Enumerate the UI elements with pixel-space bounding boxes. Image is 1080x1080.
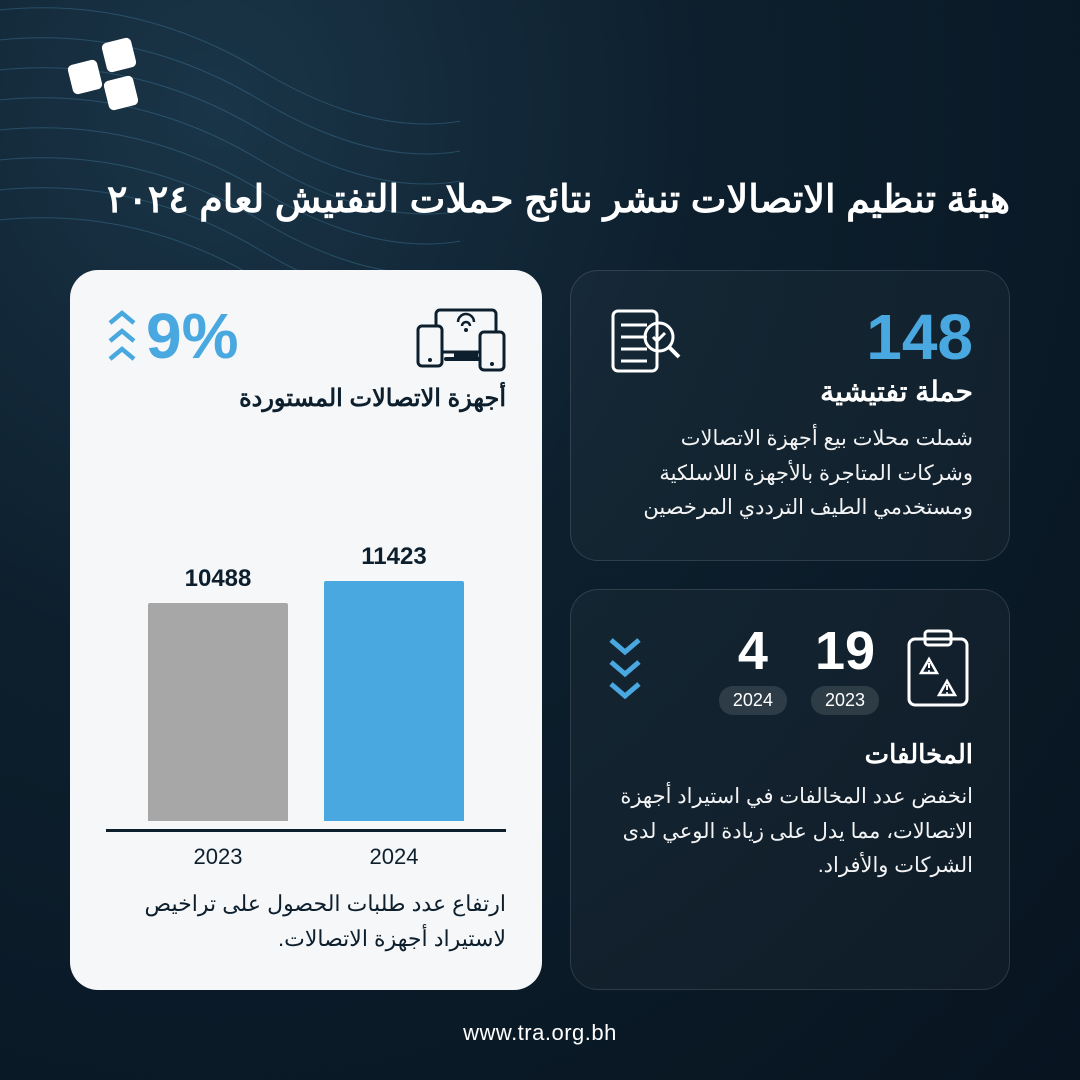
campaigns-subtitle: حملة تفتيشية: [820, 375, 973, 408]
card-imports-chart: 9% أجهزة الاتصالات المستوردة 10488 11423…: [70, 270, 542, 990]
devices-icon: [414, 304, 506, 374]
chevron-down-icon: [607, 636, 643, 702]
campaigns-description: شملت محلات بيع أجهزة الاتصالات وشركات ال…: [607, 422, 973, 526]
footer-url: www.tra.org.bh: [0, 1020, 1080, 1046]
violations-2024: 4 2024: [719, 624, 787, 715]
bar-2023: 10488: [148, 565, 288, 821]
checklist-search-icon: [607, 305, 683, 381]
violations-description: انخفض عدد المخالفات في استيراد أجهزة الا…: [607, 780, 973, 884]
growth-percent: 9%: [146, 304, 239, 368]
campaigns-number: 148: [820, 305, 973, 369]
tra-logo: [60, 40, 150, 110]
violations-2023: 19 2023: [811, 624, 879, 715]
card-campaigns: 148 حملة تفتيشية شملت محلات بيع أجهزة ال…: [570, 270, 1010, 561]
year-label-2024: 2024: [324, 844, 464, 870]
imports-description: ارتفاع عدد طلبات الحصول على تراخيص لاستي…: [106, 886, 506, 956]
imports-subtitle: أجهزة الاتصالات المستوردة: [106, 384, 506, 413]
year-label-2023: 2023: [148, 844, 288, 870]
bar-chart: 10488 11423: [106, 443, 506, 832]
card-violations: 19 2023 4 2024 المخالفات انخفض عدد المخا…: [570, 589, 1010, 990]
page-title: هيئة تنظيم الاتصالات تنشر نتائج حملات ال…: [70, 175, 1010, 226]
violations-title: المخالفات: [607, 739, 973, 770]
chevron-up-icon: [106, 309, 138, 363]
bar-2024: 11423: [324, 543, 464, 821]
clipboard-warning-icon: [903, 629, 973, 709]
